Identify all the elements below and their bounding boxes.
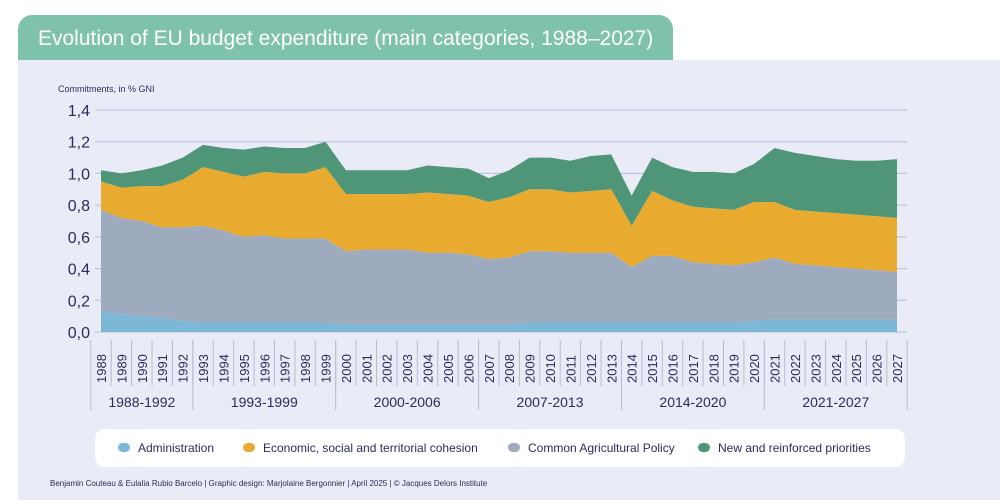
legend-label: Administration xyxy=(138,441,215,455)
x-tick-label: 2012 xyxy=(584,354,599,383)
x-tick-label: 1992 xyxy=(176,354,191,383)
x-tick-label: 2022 xyxy=(788,354,803,383)
x-tick-label: 2023 xyxy=(808,354,823,383)
x-tick-label: 2020 xyxy=(747,354,762,383)
x-tick-label: 2010 xyxy=(543,354,558,383)
x-tick-label: 2006 xyxy=(461,354,476,383)
title-tab: Evolution of EU budget expenditure (main… xyxy=(18,15,673,62)
legend-item: New and reinforced priorities xyxy=(698,441,871,455)
x-tick-label: 2015 xyxy=(645,354,660,383)
legend-item: Common Agricultural Policy xyxy=(508,441,675,455)
x-tick-label: 2004 xyxy=(421,354,436,383)
x-tick-label: 2027 xyxy=(890,354,905,383)
period-label: 2014-2020 xyxy=(659,394,726,410)
x-tick-label: 2019 xyxy=(727,354,742,383)
x-tick-label: 1996 xyxy=(257,354,272,383)
y-tick-label: 0,0 xyxy=(68,325,90,342)
x-tick-label: 1989 xyxy=(114,354,129,383)
legend-item: Administration xyxy=(118,441,214,455)
x-tick-label: 1994 xyxy=(216,354,231,383)
x-tick-label: 2008 xyxy=(502,354,517,383)
legend-item: Economic, social and territorial cohesio… xyxy=(243,441,478,455)
y-tick-label: 1,4 xyxy=(68,103,90,120)
area-administration xyxy=(101,311,897,332)
legend-swatch xyxy=(118,443,130,453)
legend-label: Economic, social and territorial cohesio… xyxy=(263,441,478,455)
x-tick-label: 1998 xyxy=(298,354,313,383)
area-economic-social-and-territorial-cohesion xyxy=(101,167,897,272)
y-tick-label: 1,2 xyxy=(68,135,90,152)
y-tick-label: 1,0 xyxy=(68,166,90,183)
legend-label: New and reinforced priorities xyxy=(718,441,871,455)
x-tick-label: 1990 xyxy=(135,354,150,383)
x-tick-label: 2002 xyxy=(380,354,395,383)
x-tick-label: 2005 xyxy=(441,354,456,383)
x-tick-label: 2013 xyxy=(604,354,619,383)
x-tick-label: 2021 xyxy=(768,354,783,383)
x-tick-label: 1991 xyxy=(155,354,170,383)
x-tick-label: 2016 xyxy=(665,354,680,383)
x-tick-label: 2018 xyxy=(706,354,721,383)
y-tick-label: 0,2 xyxy=(68,293,90,310)
x-tick-label: 2017 xyxy=(686,354,701,383)
y-tick-label: 0,6 xyxy=(68,230,90,247)
legend-swatch xyxy=(698,443,710,453)
x-tick-label: 2000 xyxy=(339,354,354,383)
x-tick-label: 1999 xyxy=(319,354,334,383)
period-label: 2000-2006 xyxy=(374,394,441,410)
chart-title: Evolution of EU budget expenditure (main… xyxy=(38,27,654,50)
x-tick-label: 2024 xyxy=(829,354,844,383)
period-label: 2007-2013 xyxy=(517,394,584,410)
x-tick-label: 2025 xyxy=(849,354,864,383)
x-tick-label: 2011 xyxy=(563,355,578,383)
y-axis-label: Commitments, in % GNI xyxy=(58,84,155,94)
x-tick-label: 2014 xyxy=(625,354,640,383)
x-tick-label: 2001 xyxy=(359,354,374,383)
legend-label: Common Agricultural Policy xyxy=(528,441,675,455)
x-tick-label: 1988 xyxy=(94,354,109,383)
x-tick-label: 1995 xyxy=(237,354,252,383)
credit-line: Benjamin Couteau & Eulalia Rubio Barcelo… xyxy=(50,479,488,488)
period-label: 1993-1999 xyxy=(231,394,298,410)
legend-swatch xyxy=(508,443,520,453)
period-label: 1988-1992 xyxy=(108,394,175,410)
x-tick-label: 2026 xyxy=(870,354,885,383)
y-tick-label: 0,4 xyxy=(68,262,90,279)
x-tick-label: 2003 xyxy=(400,354,415,383)
x-tick-label: 1993 xyxy=(196,354,211,383)
x-tick-label: 2009 xyxy=(523,354,538,383)
area-new-and-reinforced-priorities xyxy=(101,141,897,226)
legend-swatch xyxy=(243,443,255,453)
x-tick-label: 1997 xyxy=(278,354,293,383)
legend xyxy=(95,429,905,467)
x-tick-label: 2007 xyxy=(482,354,497,383)
period-label: 2021-2027 xyxy=(802,394,869,410)
y-tick-label: 0,8 xyxy=(68,198,90,215)
